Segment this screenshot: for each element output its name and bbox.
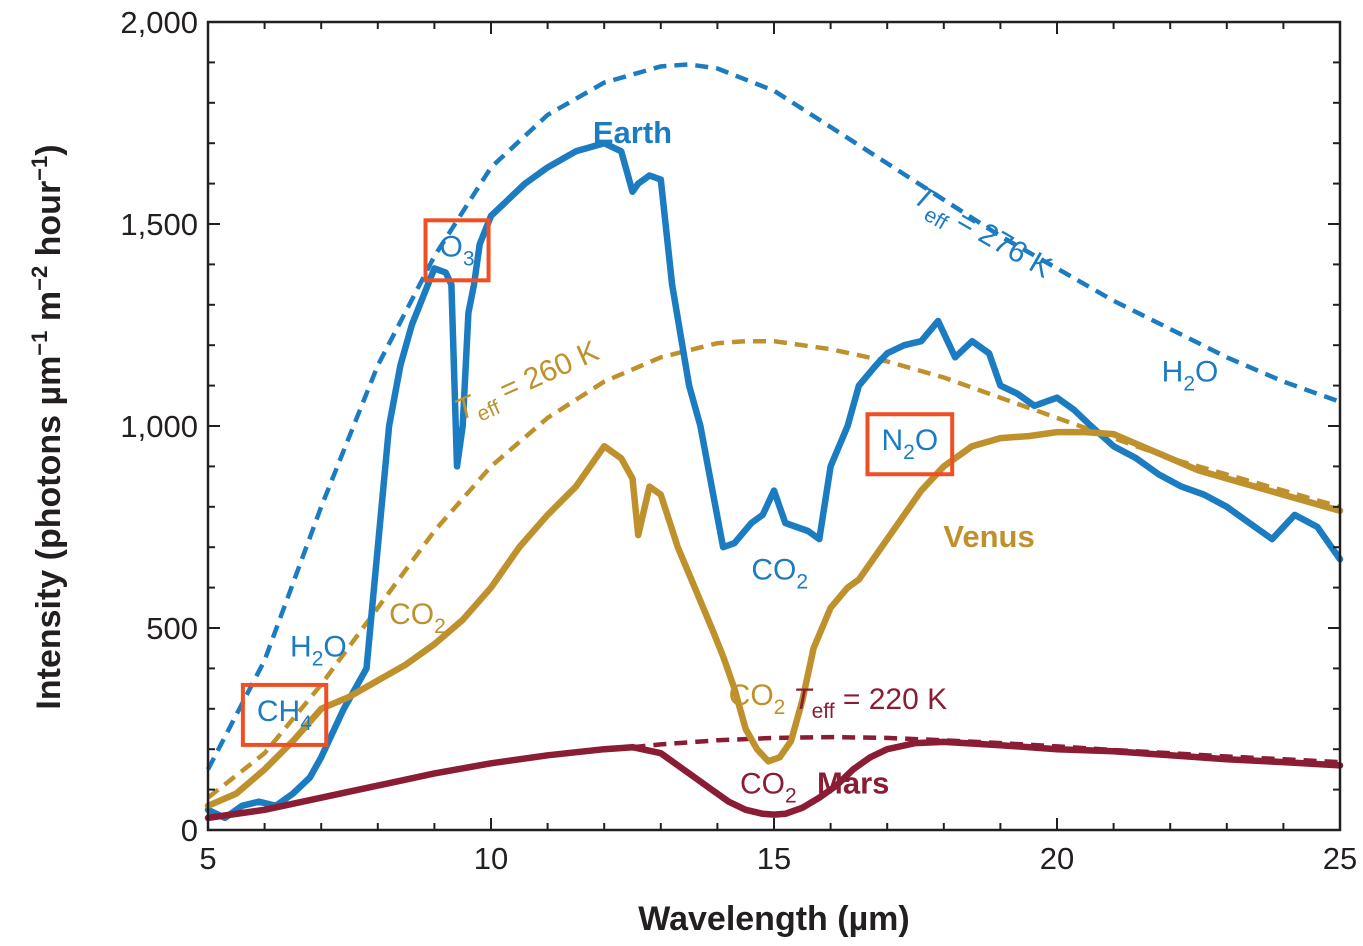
highlight-boxes: [240, 218, 955, 747]
x-tick-label: 25: [1323, 841, 1357, 876]
x-tick-label: 15: [757, 841, 791, 876]
annotation-teff276: Teff = 276 K: [904, 179, 1057, 291]
annotation-co2-mars: CO2: [740, 768, 797, 808]
annotation-earth: Earth: [593, 115, 672, 150]
series-venus-line: [204, 428, 1344, 810]
annotation-teff220: Teff = 220 K: [793, 683, 947, 723]
y-tick-label: 0: [181, 813, 198, 848]
y-tick-label: 2,000: [120, 5, 198, 40]
axis-ticks: 5 10 15 20 25 0 500 1,000 1,500 2,000: [120, 5, 1357, 876]
highlight-box-ch4: [240, 682, 329, 747]
annotation-mars: Mars: [817, 766, 889, 801]
annotation-o3: O3: [440, 230, 475, 270]
annotation-co2-earth: CO2: [751, 554, 808, 594]
annotation-co2-venus-15: CO2: [729, 679, 786, 719]
highlight-box-n2o: [865, 412, 955, 477]
y-axis-title: Intensity (photons µm−1 m−2 hour−1): [27, 144, 68, 709]
x-tick-label: 5: [199, 841, 216, 876]
y-tick-label: 500: [146, 611, 198, 646]
annotation-h2o-left: H2O: [290, 630, 347, 670]
y-tick-label: 1,000: [120, 409, 198, 444]
chart-annotations: Earth Venus Mars O3 N2O CH4 H2O H2O CO2 CO2 CO2 CO2…: [257, 115, 1218, 807]
y-tick-label: 1,500: [120, 207, 198, 242]
x-axis-title: Wavelength (µm): [638, 900, 909, 938]
highlight-box-o3: [423, 218, 491, 283]
series-curves: [204, 62, 1344, 822]
annotation-h2o-right: H2O: [1162, 356, 1219, 396]
series-teff-276-k-dashed-line: [206, 62, 1341, 771]
annotation-co2-venus: CO2: [389, 598, 446, 638]
series-mars-line: [204, 738, 1344, 822]
annotation-n2o: N2O: [881, 424, 938, 464]
series-earth-line: [204, 139, 1344, 822]
annotation-venus: Venus: [943, 519, 1034, 554]
x-tick-label: 10: [474, 841, 508, 876]
annotation-ch4: CH4: [257, 695, 312, 735]
annotation-teff260: Teff = 260 K: [450, 335, 607, 434]
x-tick-label: 20: [1040, 841, 1074, 876]
